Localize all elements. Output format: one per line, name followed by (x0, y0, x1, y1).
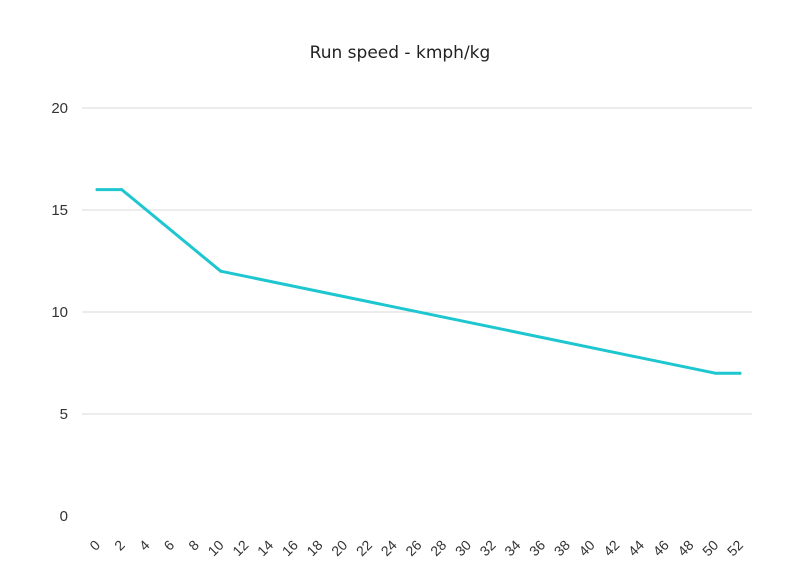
x-tick-label: 16 (279, 537, 301, 559)
x-tick-label: 34 (501, 537, 523, 559)
x-tick-label: 14 (254, 537, 276, 559)
y-tick-label: 5 (60, 406, 68, 423)
data-point (95, 188, 99, 192)
chart-title: Run speed - kmph/kg (310, 43, 491, 63)
x-tick-label: 36 (526, 537, 548, 559)
x-tick-label: 52 (724, 537, 746, 559)
x-tick-label: 6 (160, 537, 177, 554)
data-point (120, 188, 124, 192)
x-tick-label: 32 (476, 537, 498, 559)
x-tick-label: 30 (452, 537, 474, 559)
x-tick-label: 22 (353, 537, 375, 559)
x-tick-label: 12 (229, 537, 251, 559)
x-tick-label: 10 (204, 537, 226, 559)
x-tick-label: 50 (699, 537, 721, 559)
x-tick-label: 2 (111, 537, 128, 554)
gridlines (82, 107, 752, 415)
x-tick-label: 24 (378, 537, 400, 559)
x-tick-label: 48 (674, 537, 696, 559)
x-tick-label: 8 (185, 537, 202, 554)
x-tick-label: 40 (575, 537, 597, 559)
y-axis-ticks: 20 15 10 5 0 (51, 100, 68, 525)
y-tick-label: 0 (60, 508, 68, 525)
x-tick-label: 42 (600, 537, 622, 559)
data-point (713, 371, 717, 375)
x-tick-label: 26 (402, 537, 424, 559)
x-tick-label: 18 (303, 537, 325, 559)
x-axis-ticks: 0 2 4 6 8 10 12 14 16 18 20 22 24 26 28 30 32 34 36 38 40 42 4… (86, 537, 746, 559)
x-tick-label: 0 (86, 537, 103, 554)
x-tick-label: 44 (625, 537, 647, 559)
x-tick-label: 38 (551, 537, 573, 559)
x-tick-label: 28 (427, 537, 449, 559)
x-tick-label: 46 (650, 537, 672, 559)
x-tick-label: 20 (328, 537, 350, 559)
x-tick-label: 4 (136, 537, 153, 554)
y-tick-label: 15 (51, 202, 68, 219)
data-point (738, 371, 742, 375)
y-tick-label: 10 (51, 304, 68, 321)
series-layer (95, 188, 742, 375)
data-point (219, 269, 223, 273)
y-tick-label: 20 (51, 100, 68, 117)
series-line-0 (95, 188, 742, 375)
